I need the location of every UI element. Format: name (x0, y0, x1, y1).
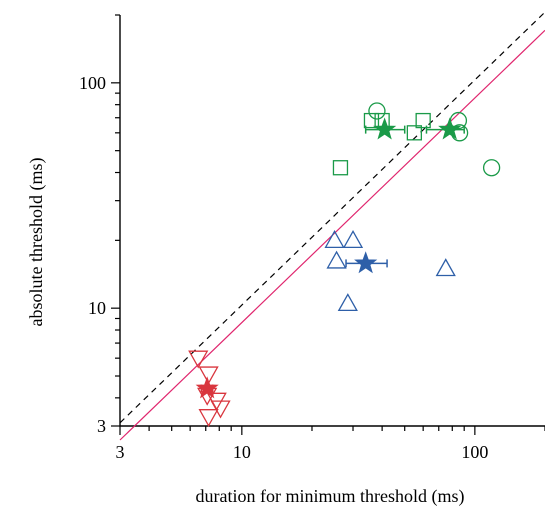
x-tick-label: 10 (233, 442, 251, 462)
x-tick-label: 100 (461, 442, 488, 462)
square-marker (406, 125, 423, 141)
square-marker (332, 160, 349, 176)
triangle-up-marker (337, 293, 358, 312)
x-tick-label: 3 (116, 442, 125, 462)
reference-lines (119, 11, 545, 441)
y-tick-label: 100 (79, 73, 106, 93)
x-axis-label: duration for minimum threshold (ms) (196, 486, 465, 507)
triangle-up-marker (435, 258, 456, 277)
triangle-up-marker (342, 230, 364, 248)
triangle-up-marker (324, 230, 345, 248)
y-axis-label: absolute threshold (ms) (26, 158, 47, 327)
square-marker (415, 112, 431, 129)
triangle-down-marker (188, 350, 209, 369)
triangle-down-marker (198, 366, 219, 385)
circle-marker (482, 159, 501, 177)
triangle-up-marker (326, 250, 347, 269)
circle-marker (368, 102, 386, 120)
unity-dashed-line (119, 11, 545, 424)
square-marker (363, 112, 380, 129)
star-marker (438, 117, 462, 140)
data-marks (188, 102, 501, 427)
star-marker (354, 251, 378, 274)
y-tick-label: 3 (97, 416, 106, 436)
y-tick-label: 10 (88, 298, 106, 318)
triangle-down-marker (198, 409, 219, 427)
axis-frame (119, 15, 545, 427)
star-marker (195, 376, 219, 399)
axes: 3 10 100 3 10 100 (79, 14, 545, 462)
star-marker (373, 117, 397, 140)
